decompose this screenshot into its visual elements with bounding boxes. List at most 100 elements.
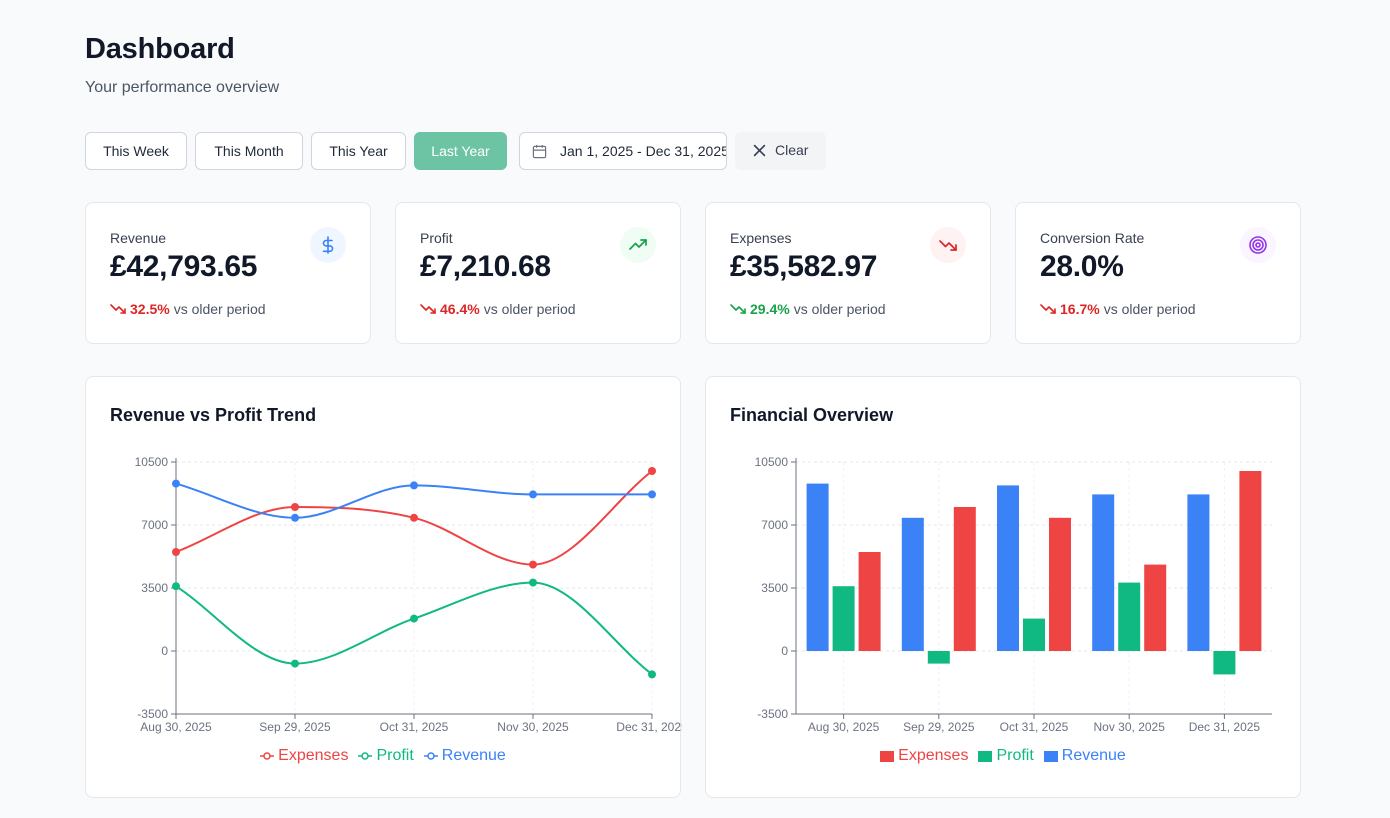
data-point-profit[interactable] (410, 614, 418, 623)
target-icon (1240, 227, 1276, 263)
kpi-value: 28.0% (1040, 250, 1124, 283)
kpi-change: 32.5% vs older period (110, 301, 266, 317)
data-point-revenue[interactable] (172, 479, 180, 488)
data-point-profit[interactable] (648, 670, 656, 679)
kpi-value: £42,793.65 (110, 250, 258, 283)
bar-profit[interactable] (1118, 582, 1141, 651)
clear-button[interactable]: Clear (735, 132, 826, 170)
x-tick-label: Aug 30, 2025 (140, 720, 212, 734)
data-point-expenses[interactable] (410, 513, 418, 522)
date-range-input[interactable]: Jan 1, 2025 - Dec 31, 2025 (519, 132, 727, 170)
chart-title: Financial Overview (730, 405, 894, 425)
trend-down-icon (1040, 304, 1056, 314)
legend-item-profit[interactable]: Profit (358, 747, 414, 765)
legend-label: Revenue (441, 747, 506, 764)
this-month-button[interactable]: This Month (195, 132, 303, 170)
x-tick-label: Sep 29, 2025 (259, 720, 331, 734)
x-tick-label: Aug 30, 2025 (808, 720, 880, 734)
kpi-card-profit: Profit £7,210.68 46.4% vs older period (395, 202, 681, 344)
kpi-card-expenses: Expenses £35,582.97 29.4% vs older perio… (705, 202, 991, 344)
y-tick-label: 3500 (141, 581, 168, 595)
kpi-change-suffix: vs older period (173, 301, 266, 317)
x-tick-label: Oct 31, 2025 (380, 720, 449, 734)
legend-label: Expenses (278, 747, 349, 764)
kpi-change-value: 29.4% (750, 301, 790, 317)
legend-line-marker (358, 752, 373, 760)
data-point-revenue[interactable] (648, 490, 656, 499)
y-tick-label: 7000 (761, 518, 788, 532)
x-tick-label: Oct 31, 2025 (1000, 720, 1069, 734)
dollar-icon (310, 227, 346, 263)
clear-label: Clear (775, 142, 809, 158)
y-tick-label: -3500 (137, 707, 168, 721)
y-tick-label: 0 (161, 644, 168, 658)
y-tick-label: 10500 (135, 455, 169, 469)
x-tick-label: Sep 29, 2025 (903, 720, 975, 734)
bar-profit[interactable] (1213, 651, 1236, 675)
legend-square-marker (1043, 751, 1058, 762)
kpi-change: 16.7% vs older period (1040, 301, 1196, 317)
legend-item-expenses[interactable]: Expenses (260, 747, 348, 765)
bar-revenue[interactable] (997, 485, 1019, 651)
data-point-profit[interactable] (291, 659, 299, 668)
this-year-button[interactable]: This Year (311, 132, 406, 170)
legend-item-revenue[interactable]: Revenue (1043, 747, 1126, 765)
data-point-expenses[interactable] (172, 548, 180, 556)
kpi-label: Profit (420, 230, 453, 246)
bar-expenses[interactable] (953, 507, 976, 651)
x-tick-label: Nov 30, 2025 (497, 720, 569, 734)
kpi-value: £7,210.68 (420, 250, 551, 283)
legend-label: Profit (996, 747, 1034, 764)
kpi-change-value: 46.4% (440, 301, 480, 317)
kpi-change: 29.4% vs older period (730, 301, 886, 317)
data-point-profit[interactable] (172, 582, 180, 591)
close-icon (753, 144, 766, 157)
legend-label: Profit (376, 747, 414, 764)
kpi-change-suffix: vs older period (1103, 301, 1196, 317)
data-point-revenue[interactable] (291, 513, 299, 522)
bar-revenue[interactable] (806, 483, 829, 651)
data-point-profit[interactable] (529, 578, 537, 587)
last-year-button[interactable]: Last Year (414, 132, 507, 170)
bar-chart: -3500 0 3500 7000 10500 Aug 30, 2025 Sep 29, 2… (755, 455, 1272, 734)
data-point-expenses[interactable] (529, 560, 537, 569)
bar-revenue[interactable] (1092, 494, 1115, 651)
bar-expenses[interactable] (1049, 517, 1071, 651)
bar-chart-card: Financial Overview -3500 0 3500 7000 10500 Au… (705, 376, 1301, 798)
legend-item-profit[interactable]: Profit (978, 747, 1034, 765)
calendar-icon (532, 144, 547, 159)
data-point-revenue[interactable] (529, 490, 537, 499)
kpi-card-revenue: Revenue £42,793.65 32.5% vs older period (85, 202, 371, 344)
bar-profit[interactable] (832, 586, 855, 651)
kpi-label: Expenses (730, 230, 792, 246)
legend-item-revenue[interactable]: Revenue (423, 747, 506, 765)
data-point-expenses[interactable] (648, 467, 656, 475)
page-subtitle: Your performance overview (85, 79, 280, 96)
y-tick-label: 0 (781, 644, 788, 658)
kpi-change-value: 16.7% (1060, 301, 1100, 317)
bar-expenses[interactable] (1239, 471, 1262, 651)
legend-line-marker (423, 752, 438, 760)
this-week-button[interactable]: This Week (85, 132, 187, 170)
bar-revenue[interactable] (901, 517, 924, 651)
x-tick-label: Nov 30, 2025 (1094, 720, 1166, 734)
bar-expenses[interactable] (1144, 564, 1167, 651)
bar-profit[interactable] (1023, 618, 1045, 651)
bar-profit[interactable] (927, 651, 950, 664)
line-chart-card: Revenue vs Profit Trend -3500 0 3500 7000 10… (85, 376, 682, 798)
trend-down-icon (110, 304, 126, 314)
y-tick-label: 7000 (141, 518, 168, 532)
x-tick-label: Dec 31, 2025 (1189, 720, 1261, 734)
kpi-label: Conversion Rate (1040, 230, 1145, 246)
trend-down-icon (730, 304, 746, 314)
data-point-expenses[interactable] (291, 503, 299, 511)
trending-down-icon (930, 227, 966, 263)
kpi-change: 46.4% vs older period (420, 301, 576, 317)
bar-revenue[interactable] (1187, 494, 1210, 651)
date-range-value: Jan 1, 2025 - Dec 31, 2025 (560, 143, 727, 159)
kpi-change-value: 32.5% (130, 301, 170, 317)
legend-item-expenses[interactable]: Expenses (880, 747, 968, 765)
bar-expenses[interactable] (858, 552, 881, 651)
legend-label: Expenses (898, 747, 969, 764)
data-point-revenue[interactable] (410, 481, 418, 490)
